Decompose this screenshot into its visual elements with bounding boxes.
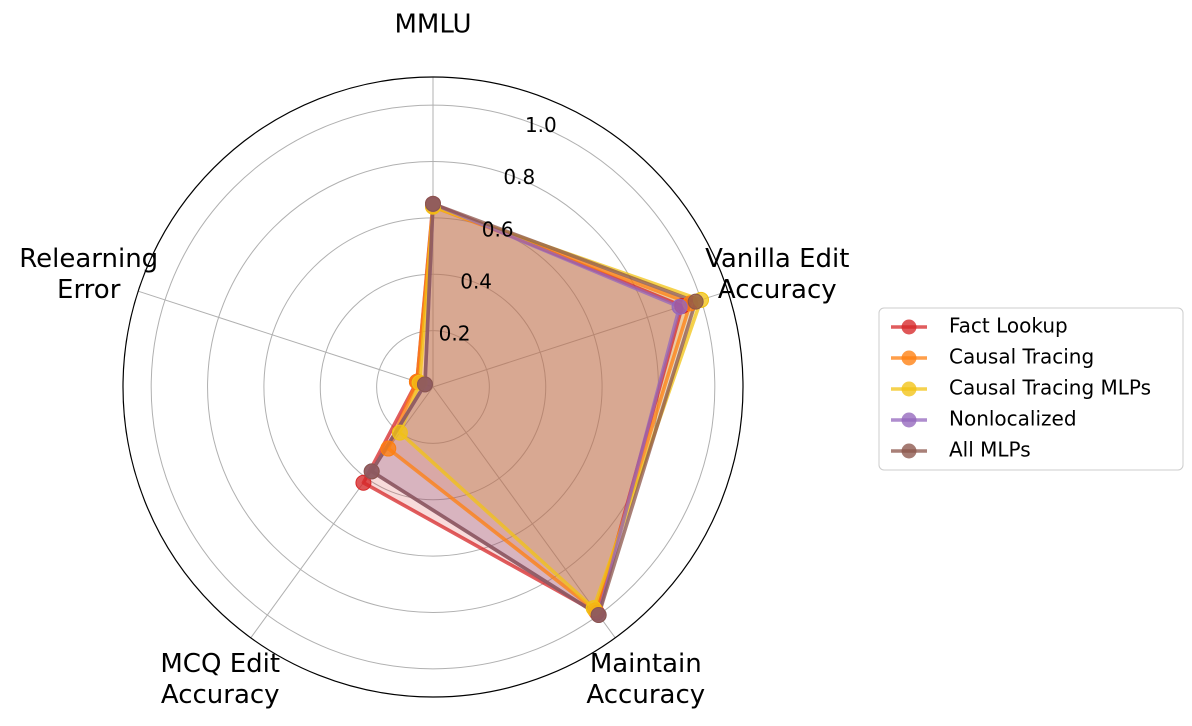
point-nonlocalized-vanilla_edit_accuracy bbox=[671, 298, 688, 315]
radial-tick-label: 0.6 bbox=[482, 217, 514, 241]
axis-label-line: Vanilla Edit bbox=[705, 244, 849, 274]
radial-tick-label: 0.4 bbox=[460, 269, 492, 293]
spoke-relearning_error bbox=[138, 290, 434, 388]
legend-frame bbox=[878, 307, 1184, 471]
series-points bbox=[355, 195, 710, 623]
series-line-causal-tracing bbox=[386, 204, 693, 613]
point-all-mlps-mmlu bbox=[425, 195, 441, 212]
series-fill-all-mlps bbox=[371, 203, 696, 615]
legend-label: Fact Lookup bbox=[949, 314, 1068, 338]
series-fill-nonlocalized bbox=[371, 203, 680, 615]
legend-label: Causal Tracing MLPs bbox=[949, 376, 1151, 400]
series-fills bbox=[363, 203, 702, 615]
radial-tick-label: 1.0 bbox=[525, 113, 557, 137]
series-lines bbox=[361, 202, 703, 617]
legend-item-nonlocalized: Nonlocalized bbox=[891, 407, 1077, 431]
axis-label-line: Error bbox=[57, 275, 121, 305]
series-fill-causal-tracing bbox=[388, 206, 691, 611]
legend-item-causal-tracing-mlps: Causal Tracing MLPs bbox=[891, 376, 1151, 400]
axis-label-mmlu: MMLU bbox=[394, 10, 471, 40]
point-all-mlps-maintain_accuracy bbox=[590, 606, 607, 623]
axis-label-line: MCQ Edit bbox=[160, 649, 280, 679]
axis-label-vanilla_edit_accuracy: Vanilla Edit Accuracy bbox=[705, 244, 849, 305]
radial-tick-label: 0.8 bbox=[503, 165, 535, 189]
point-all-mlps-relearning_error bbox=[416, 376, 433, 393]
axis-label-line: Accuracy bbox=[718, 275, 837, 305]
series-fill-fact-lookup bbox=[363, 203, 683, 613]
point-causal-tracing-mlps-mcq_edit_accuracy bbox=[391, 424, 408, 441]
legend-label: All MLPs bbox=[949, 438, 1031, 462]
point-all-mlps-vanilla_edit_accuracy bbox=[687, 293, 704, 310]
legend: Fact Lookup Causal Tracing Causal Tracing … bbox=[878, 307, 1184, 471]
axis-label-relearning_error: Relearning Error bbox=[19, 244, 158, 305]
legend-swatch-marker bbox=[901, 443, 917, 459]
axis-label-line: Accuracy bbox=[586, 680, 705, 710]
legend-swatch-marker bbox=[901, 381, 917, 397]
axis-label-maintain_accuracy: Maintain Accuracy bbox=[586, 649, 705, 710]
legend-item-fact-lookup: Fact Lookup bbox=[891, 314, 1068, 338]
legend-item-all-mlps: All MLPs bbox=[891, 438, 1031, 462]
series-line-causal-tracing-mlps bbox=[398, 204, 703, 610]
series-line-all-mlps bbox=[369, 202, 698, 617]
outer-frame bbox=[122, 76, 744, 698]
axis-label-line: Relearning bbox=[19, 244, 158, 274]
spoke-maintain_accuracy bbox=[432, 386, 616, 639]
legend-swatch-marker bbox=[901, 319, 917, 335]
legend-item-causal-tracing: Causal Tracing bbox=[891, 345, 1094, 369]
legend-label: Nonlocalized bbox=[949, 407, 1077, 431]
point-causal-tracing-mcq_edit_accuracy bbox=[380, 440, 397, 457]
radial-tick-labels: 0.2 0.4 0.6 0.8 1.0 bbox=[439, 113, 557, 345]
axis-label-line: MMLU bbox=[394, 10, 471, 40]
legend-swatch-marker bbox=[901, 350, 917, 366]
point-fact-lookup-mcq_edit_accuracy bbox=[355, 474, 372, 491]
radial-tick-label: 0.2 bbox=[439, 321, 471, 345]
legend-swatch-marker bbox=[901, 412, 917, 428]
axis-label-mcq_edit_accuracy: MCQ Edit Accuracy bbox=[160, 649, 280, 710]
axis-label-line: Accuracy bbox=[161, 680, 280, 710]
legend-label: Causal Tracing bbox=[949, 345, 1094, 369]
point-all-mlps-mcq_edit_accuracy bbox=[363, 463, 380, 480]
axis-label-line: Maintain bbox=[590, 649, 702, 679]
